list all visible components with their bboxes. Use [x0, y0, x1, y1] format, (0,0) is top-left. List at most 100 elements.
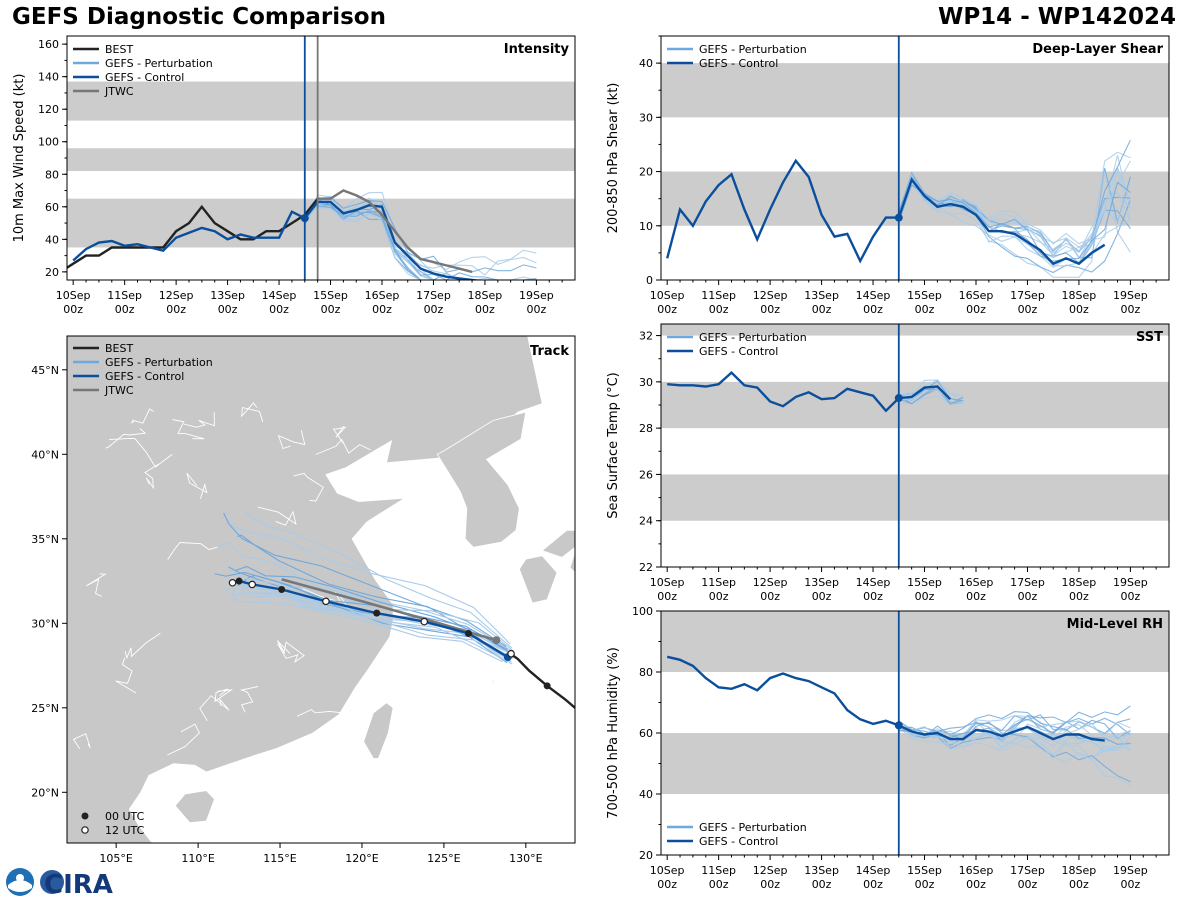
x-tick-label: 00z [760, 303, 780, 316]
x-tick-label: 00z [657, 590, 677, 603]
marker-00utc [464, 629, 472, 637]
perturbation-track-9 [236, 565, 508, 651]
x-tick-label: 00z [1018, 590, 1038, 603]
x-tick-label: 00z [527, 303, 547, 316]
perturbation-line-15 [898, 705, 1131, 738]
noaa-cira-logo: CIRA [6, 868, 113, 898]
province-boundary [239, 686, 259, 713]
legend-entry: GEFS - Control [699, 57, 778, 70]
province-boundary [167, 542, 218, 560]
x-tick-label: 14Sep [856, 576, 891, 589]
gefs-control-line [666, 158, 1106, 266]
x-tick-label: 16Sep [959, 576, 994, 589]
legend-entry: GEFS - Perturbation [105, 57, 213, 70]
y-tick-label: 30°N [31, 617, 59, 630]
marker-00utc [278, 586, 286, 593]
kyushu-land [518, 555, 558, 604]
x-tick-label: 00z [709, 590, 729, 603]
perturbation-line-8 [304, 200, 537, 280]
y-tick-label: 20 [639, 166, 653, 179]
x-tick-label: 13Sep [804, 864, 839, 877]
perturbation-line-1 [898, 168, 1131, 257]
perturbation-line-13 [898, 160, 1131, 260]
y-tick-label: 40 [639, 57, 653, 70]
legend-entry: GEFS - Perturbation [699, 821, 807, 834]
x-tick-label: 00z [812, 303, 832, 316]
x-tick-label: 13Sep [210, 289, 245, 302]
shaded-band-1 [67, 148, 575, 172]
legend-entry: BEST [105, 342, 133, 355]
x-tick-label: 00z [966, 590, 986, 603]
province-boundary [315, 438, 371, 455]
shaded-band-2 [661, 324, 1169, 336]
province-boundary [282, 641, 305, 663]
x-tick-label: 00z [966, 878, 986, 891]
legend-entry: GEFS - Perturbation [699, 331, 807, 344]
x-tick-label: 11Sep [701, 864, 736, 877]
panel-title: Mid-Level RH [1067, 617, 1163, 632]
province-boundary [144, 463, 160, 490]
sst-panel: 22242628303210Sep00z11Sep00z12Sep00z13Se… [606, 323, 1170, 603]
legend-entry: GEFS - Control [105, 71, 184, 84]
y-tick-label: 25°N [31, 702, 59, 715]
perturbation-line-1 [898, 715, 1131, 753]
x-tick-label: 00z [1121, 303, 1141, 316]
marker-00utc [235, 577, 243, 585]
x-tick-label: 115°E [263, 852, 296, 865]
jtwc-start-marker [492, 636, 501, 645]
x-tick-label: 11Sep [701, 576, 736, 589]
perturbation-line-6 [898, 171, 1131, 274]
x-tick-label: 00z [863, 878, 883, 891]
storm-id-title: WP14 - WP142024 [937, 4, 1176, 30]
x-tick-label: 15Sep [907, 289, 942, 302]
x-tick-label: 00z [1069, 878, 1089, 891]
perturbation-track-8 [218, 542, 511, 651]
y-tick-label: 10 [639, 220, 653, 233]
x-tick-label: 15Sep [907, 576, 942, 589]
x-tick-label: 17Sep [1010, 289, 1045, 302]
x-tick-label: 00z [475, 303, 495, 316]
y-tick-label: 35°N [31, 533, 59, 546]
province-boundary [214, 688, 234, 703]
x-tick-label: 00z [915, 303, 935, 316]
x-tick-label: 00z [1121, 590, 1141, 603]
x-tick-label: 00z [657, 303, 677, 316]
province-boundary [130, 408, 154, 424]
shear-plot-area [661, 63, 1169, 278]
x-tick-label: 110°E [181, 852, 214, 865]
rh-plot-area [661, 611, 1169, 794]
axes-frame [660, 323, 1170, 568]
province-boundary [293, 472, 324, 502]
x-tick-label: 00z [218, 303, 238, 316]
province-boundary [105, 428, 147, 449]
legend-00utc-marker [81, 812, 89, 820]
marker-12utc [228, 578, 237, 587]
init-marker [894, 213, 903, 222]
x-tick-label: 130°E [509, 852, 542, 865]
x-tick-label: 00z [657, 878, 677, 891]
axes-frame [66, 335, 576, 844]
x-tick-label: 16Sep [365, 289, 400, 302]
x-tick-label: 00z [709, 878, 729, 891]
y-tick-label: 40 [639, 788, 653, 801]
init-marker [894, 394, 903, 403]
perturbation-line-9 [898, 721, 1131, 783]
x-tick-label: 16Sep [959, 289, 994, 302]
y-tick-label: 100 [632, 605, 653, 618]
marker-00utc [373, 609, 381, 617]
perturbation-line-7 [304, 195, 537, 280]
x-tick-label: 00z [760, 590, 780, 603]
province-boundary [115, 657, 137, 694]
province-boundary [199, 695, 230, 722]
marker-12utc [420, 617, 429, 626]
rh-panel: 2040608010010Sep00z11Sep00z12Sep00z13Sep… [606, 605, 1170, 891]
province-boundary [301, 588, 349, 609]
perturbation-line-14 [304, 206, 537, 280]
sst-plot-area [661, 324, 1169, 521]
x-tick-label: 125°E [427, 852, 460, 865]
hainan-land [174, 790, 215, 824]
x-tick-label: 12Sep [753, 864, 788, 877]
x-tick-label: 00z [863, 303, 883, 316]
legend-entry: BEST [105, 43, 133, 56]
